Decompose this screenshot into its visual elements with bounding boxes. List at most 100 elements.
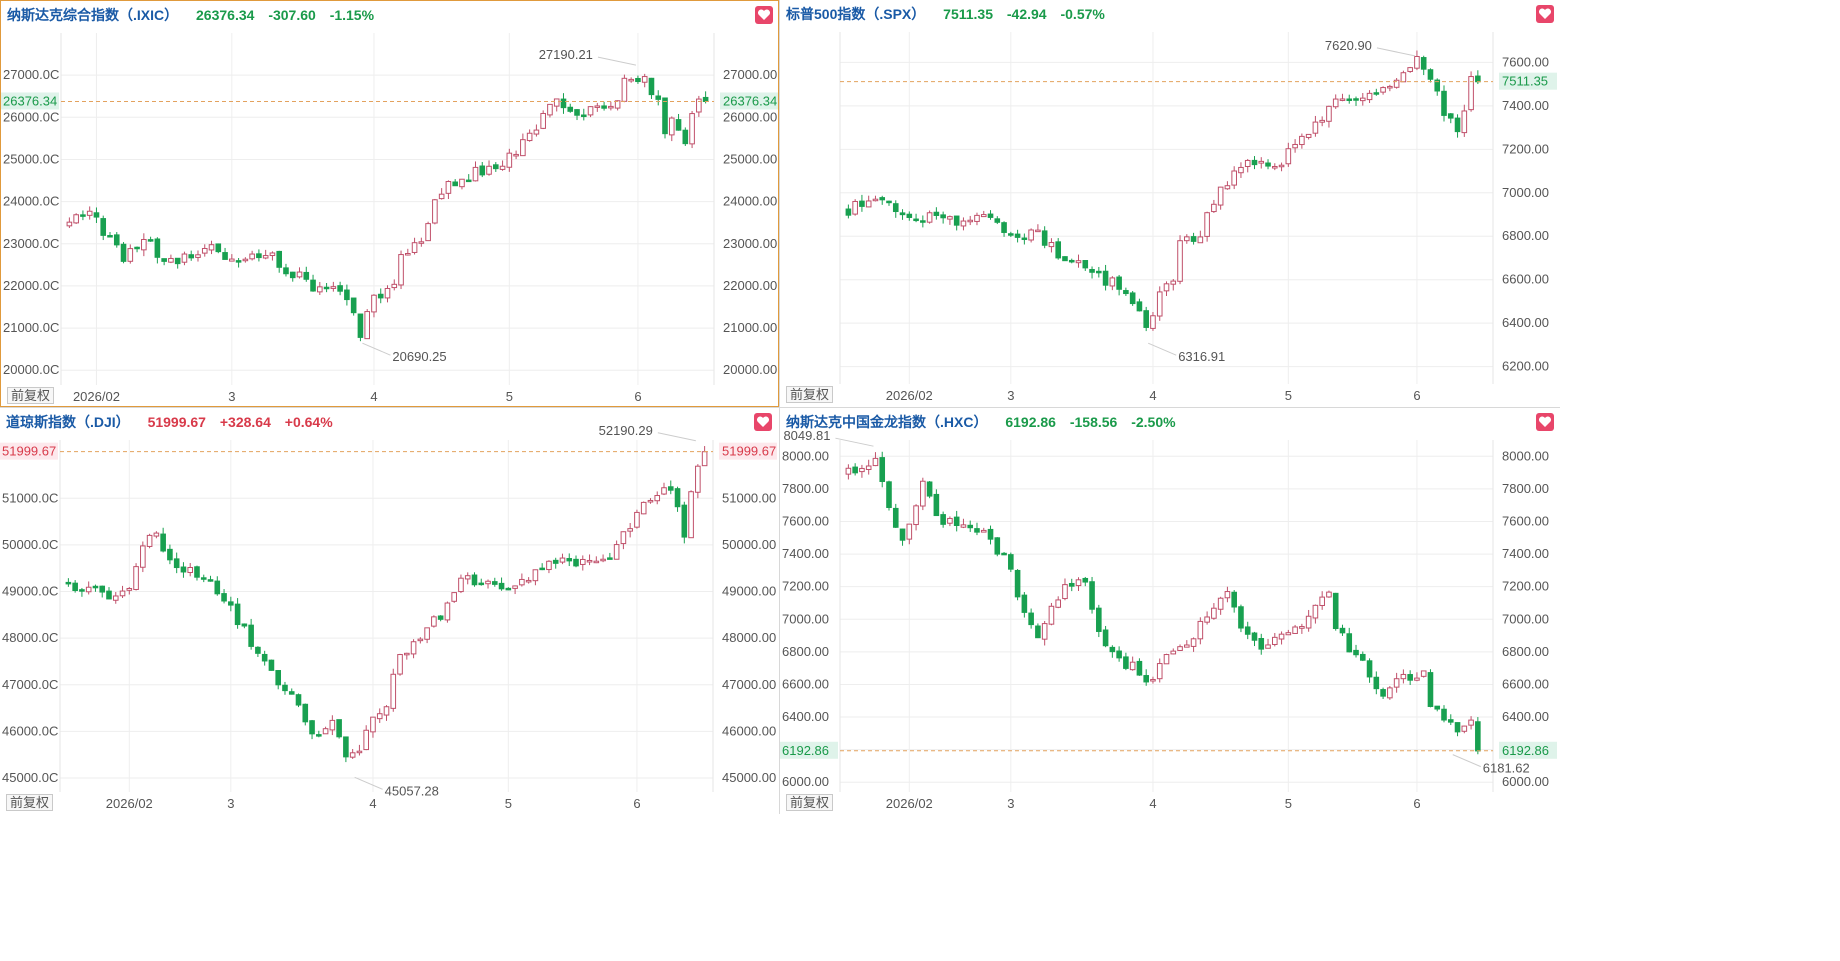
favorite-heart-icon[interactable] <box>1536 413 1554 431</box>
candlestick-chart[interactable]: 45000.0C 45000.00 46000.0C 46000.00 47000.0C… <box>0 408 779 814</box>
candle-body <box>852 200 858 215</box>
candle <box>153 531 160 539</box>
candle <box>472 161 479 182</box>
chart-panel-spx[interactable]: 标普500指数（.SPX） 7511.35 -42.94 -0.57% 6200… <box>780 0 1560 407</box>
favorite-heart-icon[interactable] <box>1536 5 1554 23</box>
adjust-mode-button[interactable]: 前复权 <box>6 794 54 811</box>
y-tick-label-left: 49000.0C <box>2 584 58 599</box>
candle <box>654 491 661 505</box>
index-name[interactable]: 标普500指数（.SPX） <box>786 6 926 22</box>
index-name[interactable]: 纳斯达克中国金龙指数（.HXC） <box>786 414 988 430</box>
candle-body <box>1062 584 1068 600</box>
candle <box>689 110 695 149</box>
candle <box>1359 651 1366 662</box>
adjust-mode-button[interactable]: 前复权 <box>7 387 55 404</box>
candle-body <box>845 208 852 216</box>
candlestick-chart[interactable]: 6200.00 6400.00 6600.00 6800.00 7000.00 7200.… <box>780 0 1560 407</box>
candle <box>600 554 606 563</box>
candle-body <box>560 98 567 109</box>
candle-body <box>634 511 640 528</box>
candle <box>566 553 573 567</box>
candle-body <box>437 615 444 620</box>
candle <box>134 246 140 253</box>
candle <box>1089 576 1095 614</box>
candle-body <box>1326 591 1332 598</box>
candle-body <box>872 198 879 202</box>
candle-body <box>980 214 987 218</box>
candle <box>1089 266 1095 279</box>
candle-body <box>1123 656 1129 669</box>
candle <box>1096 266 1102 278</box>
candle-body <box>1346 98 1353 101</box>
candle <box>337 281 343 296</box>
y-tick-label-right: 6800.00 <box>1502 644 1549 659</box>
y-tick-label-right: 49000.00 <box>722 584 776 599</box>
x-tick-label: 3 <box>228 389 235 404</box>
candle <box>269 251 276 261</box>
candle-body <box>546 560 552 571</box>
candle <box>310 274 316 292</box>
candle <box>1319 116 1325 127</box>
candle-body <box>344 289 350 301</box>
candle-body <box>154 238 161 258</box>
candle-body <box>1177 646 1183 651</box>
candle-body <box>1339 98 1346 101</box>
index-name[interactable]: 纳斯达克综合指数（.IXIC） <box>7 7 179 23</box>
candle-body <box>1265 162 1271 167</box>
candle <box>1129 656 1136 671</box>
candle <box>207 575 214 582</box>
candle-body <box>146 534 153 547</box>
candle-body <box>1434 705 1441 710</box>
candle-body <box>1143 675 1149 683</box>
favorite-heart-icon[interactable] <box>755 6 773 24</box>
candle <box>1184 640 1190 648</box>
candlestick-chart[interactable]: 6000.006000.006200.006200.006400.006400.… <box>780 408 1560 814</box>
candle <box>1475 717 1481 755</box>
candle <box>1197 617 1204 645</box>
x-tick-label: 2026/02 <box>106 796 153 811</box>
candle-body <box>133 566 139 590</box>
last-price-tag-left <box>0 442 58 460</box>
candle-body <box>100 218 107 236</box>
y-tick-label-right: 6000.00 <box>1502 774 1549 789</box>
high-annotation: 8049.81 <box>783 428 830 443</box>
chart-panel-hxc[interactable]: 纳斯达克中国金龙指数（.HXC） 6192.86 -158.56 -2.50% … <box>780 408 1560 814</box>
index-name[interactable]: 道琼斯指数（.DJI） <box>6 414 130 430</box>
candle-body <box>526 132 533 142</box>
last-price-tag-right <box>720 92 778 110</box>
last-price-tag-left <box>780 741 838 759</box>
candle <box>391 279 398 291</box>
candle-body <box>167 548 173 561</box>
candle <box>390 668 397 712</box>
candle <box>1353 96 1359 106</box>
adjust-mode-button[interactable]: 前复权 <box>786 794 834 811</box>
candle <box>920 215 926 228</box>
candle-body <box>1326 105 1332 122</box>
candle-body <box>1441 708 1447 721</box>
chart-panel-dji[interactable]: 道琼斯指数（.DJI） 51999.67 +328.64 +0.64% 4500… <box>0 408 779 814</box>
adjust-mode-button[interactable]: 前复权 <box>786 386 834 403</box>
candle <box>947 516 953 527</box>
candle <box>852 463 858 476</box>
chart-panel-ixic[interactable]: 纳斯达克综合指数（.IXIC） 26376.34 -307.60 -1.15% … <box>0 0 779 407</box>
candle-body <box>1184 644 1190 648</box>
candle-body <box>174 257 181 265</box>
candle <box>1238 604 1244 633</box>
candle-body <box>1319 119 1325 123</box>
candle-body <box>1190 638 1197 647</box>
candle-body <box>879 457 886 482</box>
candle <box>675 113 682 131</box>
candle-body <box>322 728 329 735</box>
favorite-heart-icon[interactable] <box>754 413 772 431</box>
candle-body <box>641 76 648 83</box>
candle-body <box>1407 674 1413 681</box>
candle-body <box>899 212 906 216</box>
candle <box>601 101 607 111</box>
candle-body <box>364 311 370 340</box>
candle <box>113 232 120 248</box>
candle <box>640 501 647 515</box>
candlestick-chart[interactable]: 20000.0C 20000.00 21000.0C 21000.00 22000.0C… <box>1 1 780 408</box>
candle <box>913 213 919 223</box>
candle-body <box>310 279 316 292</box>
